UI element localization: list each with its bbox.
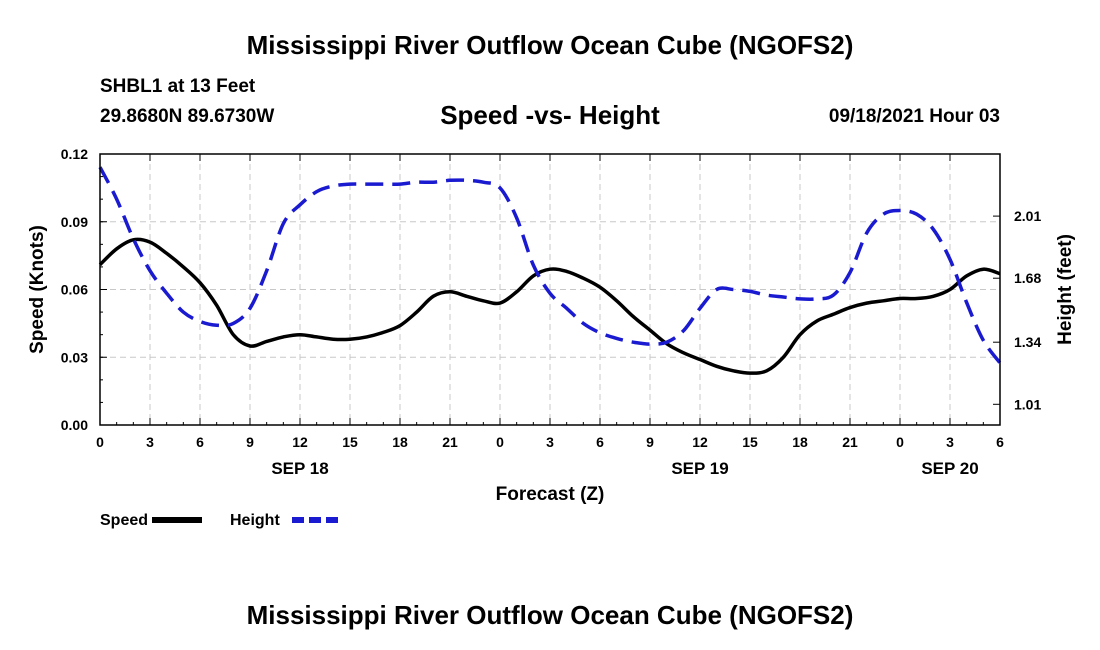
x-tick-label: 0 [496,434,504,450]
plot-frame [99,153,1001,426]
grid [100,154,1000,425]
x-tick-label: 0 [96,434,104,450]
y-left-tick-label: 0.00 [61,417,88,433]
y-left-tick-label: 0.12 [61,146,88,162]
x-tick-label: 12 [692,434,708,450]
series-layer [98,166,1002,375]
y-right-axis-title: Height (feet) [1055,234,1076,345]
y-left-tick-label: 0.03 [61,349,88,365]
x-tick-label: 21 [842,434,858,450]
x-tick-label: 3 [946,434,954,450]
x-tick-label: 0 [896,434,904,450]
x-tick-label: 12 [292,434,308,450]
x-day-label: SEP 18 [271,459,328,478]
y-right-tick-label: 1.34 [1014,334,1041,350]
x-tick-label: 9 [646,434,654,450]
x-tick-label: 3 [546,434,554,450]
axis-labels: 0 3 6 9 12 15 18 21 0 3 6 9 12 15 18 21 0 3 6 0.00 0.03 0.06 0… [27,146,1076,505]
station-label: SHBL1 at 13 Feet [100,76,256,97]
x-tick-label: 18 [792,434,808,450]
y-right-tick-label: 1.01 [1014,396,1041,412]
axes [99,153,1001,426]
series-line-height [98,166,1002,364]
x-tick-label: 3 [146,434,154,450]
forecast-datetime: 09/18/2021 Hour 03 [828,106,1000,127]
x-axis-title: Forecast (Z) [496,484,605,505]
x-tick-label: 15 [342,434,358,450]
series-line-speed [98,237,1001,375]
y-left-axis-title: Speed (Knots) [27,225,48,354]
x-tick-label: 21 [442,434,458,450]
x-tick-label: 6 [196,434,204,450]
y-right-tick-label: 1.68 [1014,270,1041,286]
legend: Speed Height [100,512,342,529]
x-tick-label: 6 [996,434,1004,450]
chart-subtitle: Speed -vs- Height [440,100,660,130]
legend-label-speed: Speed [100,512,148,529]
x-tick-label: 18 [392,434,408,450]
y-left-tick-label: 0.09 [61,214,88,230]
y-right-tick-label: 2.01 [1014,208,1041,224]
y-left-tick-label: 0.06 [61,282,88,298]
station-coordinates: 29.8680N 89.6730W [100,106,275,127]
footer-title: Mississippi River Outflow Ocean Cube (NG… [246,600,854,630]
x-tick-label: 6 [596,434,604,450]
x-day-label: SEP 19 [671,459,728,478]
legend-label-height: Height [230,512,280,529]
x-day-label: SEP 20 [921,459,978,478]
chart-main-title: Mississippi River Outflow Ocean Cube (NG… [246,30,854,60]
x-tick-label: 15 [742,434,758,450]
x-tick-label: 9 [246,434,254,450]
